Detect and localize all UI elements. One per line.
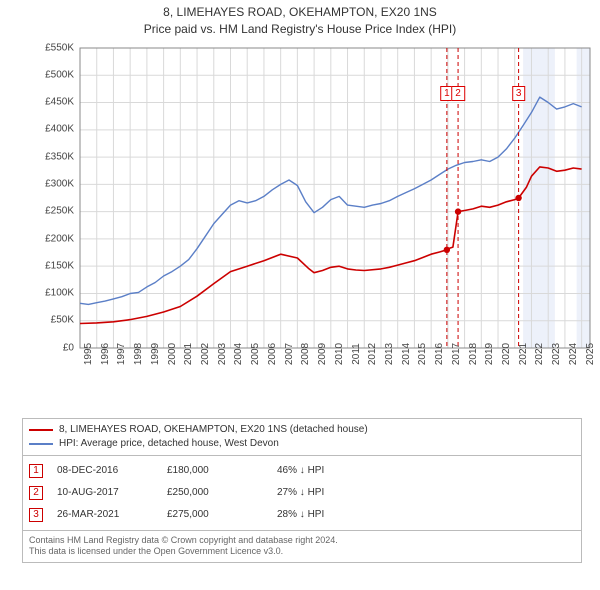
x-tick-label: 2007	[284, 342, 295, 364]
x-tick-label: 2010	[334, 342, 345, 364]
x-tick-label: 2021	[518, 342, 529, 364]
x-tick-label: 1998	[133, 342, 144, 364]
event-date: 10-AUG-2017	[57, 487, 167, 498]
x-tick-label: 2001	[183, 342, 194, 364]
x-tick-label: 2012	[367, 342, 378, 364]
events-table: 1 08-DEC-2016£180,00046% ↓ HPI 2 10-AUG-201…	[22, 456, 582, 531]
x-tick-label: 1997	[116, 342, 127, 364]
event-date: 26-MAR-2021	[57, 509, 167, 520]
y-tick-label: £200K	[45, 233, 74, 244]
y-tick-label: £50K	[51, 315, 74, 326]
legend-label: HPI: Average price, detached house, West…	[59, 438, 279, 449]
event-marker-box: 1	[29, 464, 43, 478]
legend-label: 8, LIMEHAYES ROAD, OKEHAMPTON, EX20 1NS …	[59, 424, 368, 435]
event-row: 2 10-AUG-2017£250,00027% ↓ HPI	[29, 482, 575, 504]
event-date: 08-DEC-2016	[57, 465, 167, 476]
legend-row: 8, LIMEHAYES ROAD, OKEHAMPTON, EX20 1NS …	[29, 423, 575, 437]
footer-line-1: Contains HM Land Registry data © Crown c…	[29, 535, 575, 547]
x-tick-label: 2008	[300, 342, 311, 364]
x-tick-label: 2022	[534, 342, 545, 364]
x-tick-label: 2006	[267, 342, 278, 364]
x-tick-label: 2016	[434, 342, 445, 364]
legend-swatch	[29, 443, 53, 445]
bottom-panels: 8, LIMEHAYES ROAD, OKEHAMPTON, EX20 1NS …	[22, 418, 582, 563]
event-delta: 27% ↓ HPI	[277, 487, 575, 498]
y-tick-label: £100K	[45, 288, 74, 299]
y-tick-label: £550K	[45, 42, 74, 53]
x-tick-label: 2014	[401, 342, 412, 364]
y-tick-label: £150K	[45, 260, 74, 271]
y-tick-label: £350K	[45, 151, 74, 162]
chart-container: 8, LIMEHAYES ROAD, OKEHAMPTON, EX20 1NS …	[0, 0, 600, 590]
legend-swatch	[29, 429, 53, 431]
event-price: £275,000	[167, 509, 277, 520]
event-marker-box: 2	[29, 486, 43, 500]
event-price: £250,000	[167, 487, 277, 498]
x-tick-label: 2004	[233, 342, 244, 364]
x-tick-label: 2003	[217, 342, 228, 364]
x-tick-label: 2025	[585, 342, 596, 364]
y-tick-label: £0	[63, 342, 74, 353]
legend-row: HPI: Average price, detached house, West…	[29, 437, 575, 451]
event-marker-label: 2	[451, 86, 465, 101]
x-tick-label: 2005	[250, 342, 261, 364]
x-tick-label: 2017	[451, 342, 462, 364]
footer-box: Contains HM Land Registry data © Crown c…	[22, 531, 582, 563]
x-tick-label: 2024	[568, 342, 579, 364]
x-tick-label: 2023	[551, 342, 562, 364]
event-price: £180,000	[167, 465, 277, 476]
event-row: 3 26-MAR-2021£275,00028% ↓ HPI	[29, 504, 575, 526]
event-row: 1 08-DEC-2016£180,00046% ↓ HPI	[29, 460, 575, 482]
y-tick-label: £250K	[45, 206, 74, 217]
legend-box: 8, LIMEHAYES ROAD, OKEHAMPTON, EX20 1NS …	[22, 418, 582, 456]
x-tick-label: 2002	[200, 342, 211, 364]
x-tick-label: 1995	[83, 342, 94, 364]
x-tick-label: 1996	[100, 342, 111, 364]
event-delta: 46% ↓ HPI	[277, 465, 575, 476]
x-tick-label: 2000	[167, 342, 178, 364]
x-tick-label: 2015	[417, 342, 428, 364]
x-tick-label: 2013	[384, 342, 395, 364]
y-tick-label: £450K	[45, 97, 74, 108]
x-tick-label: 2009	[317, 342, 328, 364]
event-marker-label: 3	[512, 86, 526, 101]
chart-plot-wrap: £0 £50K £100K £150K £200K £250K £300K £350K £400…	[38, 44, 598, 384]
x-tick-label: 2020	[501, 342, 512, 364]
footer-line-2: This data is licensed under the Open Gov…	[29, 546, 575, 558]
event-marker-box: 3	[29, 508, 43, 522]
x-tick-label: 2018	[468, 342, 479, 364]
y-tick-label: £400K	[45, 124, 74, 135]
title-line-2: Price paid vs. HM Land Registry's House …	[0, 21, 600, 38]
x-tick-label: 2019	[484, 342, 495, 364]
y-tick-label: £500K	[45, 69, 74, 80]
event-delta: 28% ↓ HPI	[277, 509, 575, 520]
title-area: 8, LIMEHAYES ROAD, OKEHAMPTON, EX20 1NS …	[0, 0, 600, 38]
title-line-1: 8, LIMEHAYES ROAD, OKEHAMPTON, EX20 1NS	[0, 4, 600, 21]
x-tick-label: 2011	[351, 343, 362, 365]
x-tick-label: 1999	[150, 342, 161, 364]
y-tick-label: £300K	[45, 178, 74, 189]
